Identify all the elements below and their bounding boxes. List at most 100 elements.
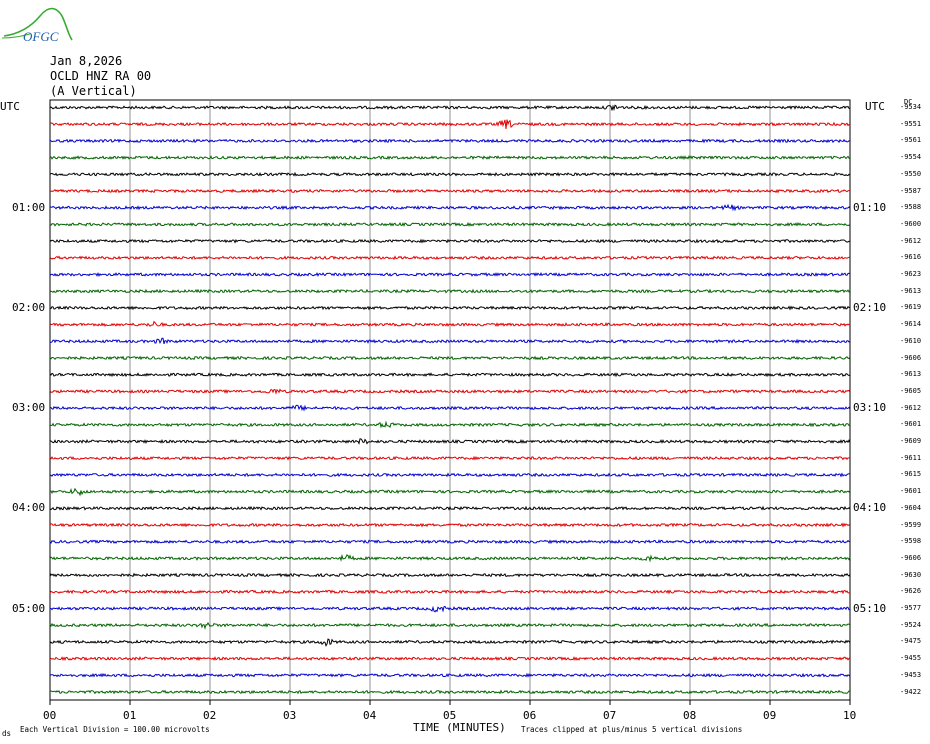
seismic-trace [49, 522, 851, 528]
seismic-trace [49, 288, 851, 294]
dc-offset-label: -9604 [900, 503, 922, 512]
dc-offset-label: -9606 [900, 553, 922, 562]
left-hour-label: 05:00 [12, 601, 46, 615]
seismic-trace [49, 621, 851, 630]
left-hour-label: 02:00 [12, 300, 46, 314]
left-hour-label: 04:00 [12, 501, 46, 515]
x-tick-label: 02 [203, 709, 217, 722]
dc-offset-label: -9605 [900, 386, 922, 395]
seismic-trace [49, 455, 851, 461]
x-tick-label: 07 [603, 709, 617, 722]
dc-offset-label: -9609 [900, 437, 922, 445]
dc-offset-label: -9611 [900, 453, 922, 462]
x-tick-label: 05 [443, 709, 457, 722]
dc-offset-label: -9610 [900, 336, 922, 345]
seismic-trace [49, 672, 851, 678]
seismic-trace [49, 238, 851, 244]
seismic-trace [49, 404, 851, 412]
x-axis-title: TIME (MINUTES) [413, 721, 506, 734]
seismic-trace [49, 539, 851, 545]
dc-offset-label: -9587 [900, 186, 922, 195]
seismic-trace [49, 438, 851, 445]
right-hour-label: 04:10 [853, 501, 887, 515]
dc-offset-label: -9613 [900, 286, 922, 295]
dc-offset-label: -9623 [900, 270, 922, 278]
dc-offset-label: -9455 [900, 654, 922, 663]
logo-swoosh [3, 7, 73, 41]
dc-offset-label: -9601 [900, 487, 922, 496]
x-tick-label: 06 [523, 709, 537, 722]
seismic-trace [49, 271, 851, 277]
x-tick-label: 00 [43, 709, 57, 722]
seismic-trace [49, 487, 851, 497]
seismic-trace [50, 337, 851, 345]
right-hour-label: 05:10 [853, 601, 887, 615]
dc-offset-label: -9551 [900, 119, 922, 128]
dc-offset-label: -9422 [900, 687, 922, 696]
x-tick-label: 09 [763, 709, 777, 722]
dc-offset-label: -9475 [900, 637, 922, 646]
dc-offset-title: DC [904, 98, 913, 106]
x-axis-ticks [49, 700, 851, 705]
seismic-trace [49, 656, 851, 662]
seismic-trace [49, 320, 851, 328]
seismic-trace [49, 572, 851, 578]
dc-offset-label: -9554 [900, 153, 922, 162]
dc-offset-label: -9601 [900, 420, 922, 429]
logo-text: OFGC [23, 29, 59, 44]
dc-offset-label: -9599 [900, 520, 922, 529]
seismic-trace [49, 104, 851, 112]
seismic-trace [49, 505, 851, 511]
dc-offset-label: -9612 [900, 403, 922, 412]
right-hour-label: 03:10 [853, 401, 887, 415]
dc-offset-label: -9615 [900, 470, 922, 479]
corner-mark: ds [2, 729, 12, 738]
trace-group [49, 104, 851, 695]
dc-offset-label: -9561 [900, 136, 922, 145]
dc-offset-label: -9598 [900, 537, 922, 546]
seismic-trace [49, 372, 851, 378]
dc-offset-label: -9626 [900, 587, 922, 596]
station-code: OCLD HNZ RA 00 [50, 69, 152, 83]
component-label: (A Vertical) [50, 84, 137, 98]
dc-offset-label: -9613 [900, 370, 922, 379]
seismic-trace [49, 305, 851, 311]
dc-offset-label: -9453 [900, 670, 922, 679]
x-tick-label: 08 [683, 709, 697, 722]
dc-offset-label: -9550 [900, 169, 922, 178]
seismic-trace [49, 155, 851, 161]
seismic-trace [49, 171, 851, 177]
seismic-trace [49, 255, 851, 261]
dc-offset-label: -9534 [900, 103, 922, 111]
seismic-trace [49, 472, 850, 478]
x-tick-label: 04 [363, 709, 377, 722]
dc-offset-label: -9524 [900, 620, 922, 629]
right-hour-label: 01:10 [853, 200, 887, 214]
left-hour-label: 01:00 [12, 200, 46, 214]
seismic-trace [49, 355, 851, 361]
seismic-trace [49, 638, 851, 647]
dc-offset-label: -9600 [900, 219, 922, 228]
right-axis-title: UTC [865, 100, 885, 113]
seismic-trace [49, 553, 851, 563]
x-tick-label: 01 [123, 709, 137, 722]
left-hour-label: 03:00 [12, 401, 46, 415]
seismic-trace [49, 420, 851, 429]
clip-note: Traces clipped at plus/minus 5 vertical … [521, 725, 743, 734]
scale-note: Each Vertical Division = 100.00 microvol… [20, 725, 210, 734]
seismic-trace [49, 188, 851, 194]
recording-date: Jan 8,2026 [50, 54, 123, 68]
seismic-trace [49, 119, 851, 129]
dc-offset-label: -9619 [900, 303, 922, 312]
logo-base-line [1, 33, 31, 39]
dc-offset-label: -9612 [900, 236, 922, 245]
dc-offset-label: -9614 [900, 320, 922, 329]
seismic-trace [49, 689, 850, 695]
seismic-trace [49, 605, 851, 613]
seismic-trace [49, 589, 851, 595]
seismic-trace [49, 203, 851, 212]
dc-offset-label: -9577 [900, 604, 922, 612]
dc-offset-label: -9606 [900, 353, 922, 362]
left-axis-title: UTC [0, 100, 20, 113]
